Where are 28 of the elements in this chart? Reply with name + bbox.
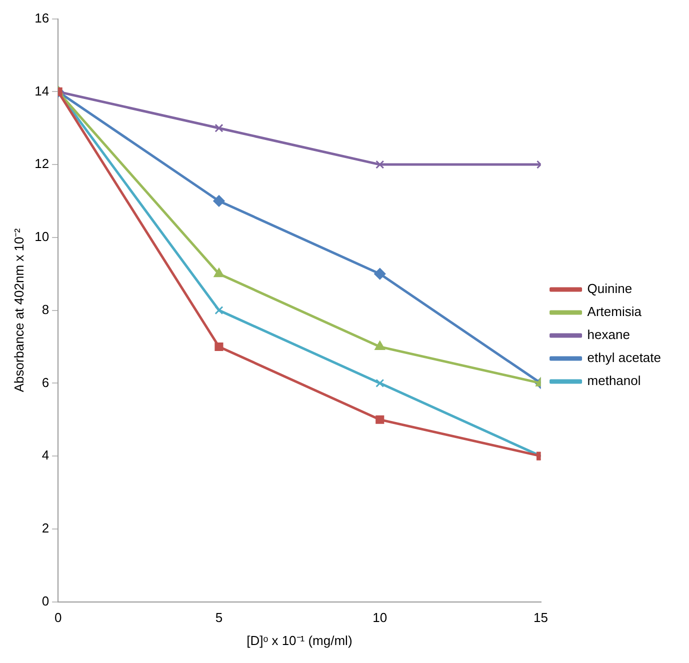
point (376, 160, 384, 169)
legend-label: methanol (587, 373, 641, 388)
y-tick-label: 12 (34, 156, 50, 172)
point (374, 340, 385, 350)
y-tick-label: 10 (34, 229, 50, 244)
x-axis-title: [D]ᵒ x 10⁻¹ (mg/ml) (246, 632, 352, 648)
y-axis-title: Absorbance at 402nm x 10⁻² (11, 228, 26, 392)
x-tick-label: 10 (372, 610, 388, 626)
y-tick-label: 2 (42, 520, 50, 536)
x-tick-label: 15 (534, 610, 548, 626)
point (214, 124, 224, 132)
point (374, 268, 386, 280)
point (376, 378, 384, 388)
legend-label: Quinine (587, 281, 632, 296)
x-tick-label: 0 (54, 610, 62, 626)
x-tick-label: 5 (215, 610, 223, 626)
y-tick-label: 14 (34, 83, 50, 98)
y-tick-label: 4 (42, 448, 50, 463)
y-tick-label: 0 (42, 593, 50, 608)
legend-label: hexane (587, 327, 630, 342)
point (214, 268, 224, 278)
legend-label: ethyl acetate (587, 350, 662, 366)
y-tick-label: 6 (42, 374, 50, 390)
point (214, 306, 224, 315)
point (213, 195, 225, 207)
y-tick-label: 8 (42, 302, 50, 317)
legend-label: Artemisia (587, 304, 642, 320)
y-tick-label: 16 (34, 10, 50, 26)
